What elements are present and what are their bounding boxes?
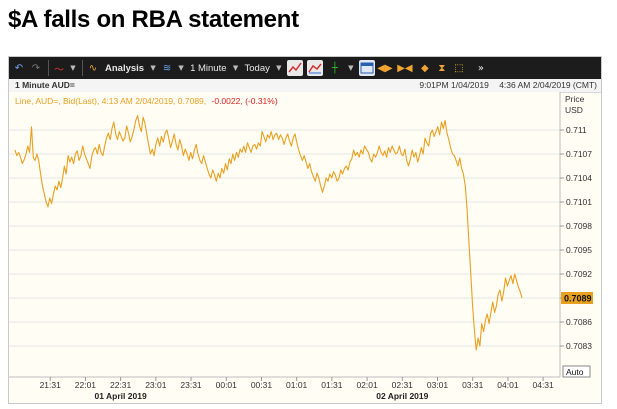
chevron-down-icon[interactable]: ▼ [70, 64, 76, 72]
x-tick-label: 02:01 [356, 380, 378, 390]
toolbar: ↶ ↷ 〜 ▼ ∿ Analysis ▼ ≋ ▼ 1 Minute ▼ Toda… [9, 57, 601, 79]
series-line-aud [14, 115, 523, 351]
y-tick-label: 0.7107 [566, 149, 592, 159]
window-icon[interactable] [358, 60, 375, 76]
y-tick-label: 0.7092 [566, 269, 592, 279]
analysis-icon[interactable]: ∿ [88, 62, 98, 74]
chart-plot[interactable]: Price USD Line, AUD=, Bid(Last), 4:13 AM… [9, 92, 601, 403]
expand-vertical-icon[interactable]: ◆ [421, 62, 429, 74]
auto-button[interactable] [562, 365, 591, 378]
chart-window: ↶ ↷ 〜 ▼ ∿ Analysis ▼ ≋ ▼ 1 Minute ▼ Toda… [8, 56, 602, 404]
last-value-badge: 0.7089 [561, 292, 593, 304]
y-tick-label: 0.7104 [566, 173, 592, 183]
y-tick-label: 0.711 [566, 125, 587, 135]
series-group [14, 115, 523, 351]
x-tick-label: 00:01 [216, 380, 238, 390]
x-tick-label: 02:31 [392, 380, 414, 390]
trend-chart-icon[interactable] [286, 60, 303, 76]
last-value-label: 0.7089 [564, 294, 592, 304]
y-ticks: 0.711 0.7107 0.7104 0.7101 0.7098 0.7095 0.709… [560, 125, 592, 351]
y-tick-label: 0.7098 [566, 221, 592, 231]
last-value-box [561, 292, 593, 304]
compress-vertical-icon[interactable]: ⧗ [438, 62, 446, 74]
range-start: 9:01PM 1/04/2019 [419, 80, 489, 90]
price-axis-label: Price [565, 94, 585, 104]
x-tick-label: 22:31 [110, 380, 132, 390]
y-tick-label: 0.7083 [566, 341, 592, 351]
x-tick-label: 23:31 [180, 380, 202, 390]
line-chart-icon[interactable]: 〜 [54, 64, 64, 76]
x-tick-label: 04:31 [532, 380, 554, 390]
more-icon[interactable]: » [477, 62, 484, 74]
instrument-label: 1 Minute AUD= [15, 80, 75, 90]
grid [9, 129, 560, 347]
range-info: 9:01PM 1/04/2019 4:36 AM 2/04/2019 (CMT) [411, 80, 597, 90]
crosshair-icon[interactable]: ┼ [331, 62, 338, 74]
y-tick-label: 0.7086 [566, 317, 592, 327]
interval-select[interactable]: 1 Minute [190, 62, 227, 74]
scroll-left-icon[interactable]: ◀▶ [377, 62, 393, 74]
chevron-down-icon[interactable]: ▼ [232, 64, 239, 72]
legend-series-desc: Line, AUD=, Bid(Last), 4:13 AM 2/04/2019… [15, 96, 206, 106]
chevron-down-icon[interactable]: ▼ [276, 64, 282, 72]
chevron-down-icon[interactable]: ▼ [150, 64, 156, 72]
x-tick-label: 03:01 [427, 380, 449, 390]
date-label: 02 April 2019 [376, 391, 428, 401]
legend-change: -0.0022, (-0.31%) [212, 96, 278, 106]
unit-axis-label: USD [565, 105, 583, 115]
chevron-down-icon[interactable]: ▼ [178, 64, 184, 72]
x-tick-label: 01:31 [321, 380, 343, 390]
x-tick-label: 01:01 [286, 380, 308, 390]
chevron-down-icon[interactable]: ▼ [348, 64, 354, 72]
x-tick-label: 04:01 [497, 380, 519, 390]
date-label: 01 April 2019 [95, 391, 147, 401]
headline: $A falls on RBA statement [8, 6, 299, 33]
auto-label[interactable]: Auto [566, 367, 584, 377]
window-glyph [360, 62, 374, 74]
toolbar-divider [48, 60, 49, 76]
undo-icon[interactable]: ↶ [14, 62, 24, 74]
info-bar: 1 Minute AUD= 9:01PM 1/04/2019 4:36 AM 2… [9, 79, 601, 93]
wave-icon[interactable]: ≋ [162, 62, 172, 74]
redo-icon[interactable]: ↷ [31, 62, 41, 74]
x-tick-label: 22:01 [75, 380, 97, 390]
x-ticks: 21:31 22:01 22:31 23:01 23:31 00:01 00:31 01:01… [40, 377, 554, 401]
y-tick-label: 0.7101 [566, 197, 592, 207]
annotation-icon[interactable]: ⬚ [454, 62, 464, 74]
range-end: 4:36 AM 2/04/2019 (CMT) [499, 80, 597, 90]
compare-chart-glyph [308, 63, 322, 74]
compare-chart-icon[interactable] [306, 60, 323, 76]
x-tick-label: 21:31 [40, 380, 62, 390]
toolbar-divider [82, 60, 83, 76]
legend-line: Line, AUD=, Bid(Last), 4:13 AM 2/04/2019… [15, 96, 278, 106]
y-tick-label: 0.7095 [566, 245, 592, 255]
trend-chart-glyph [288, 62, 302, 73]
range-select[interactable]: Today [244, 62, 270, 74]
x-tick-label: 23:01 [145, 380, 167, 390]
x-tick-label: 00:31 [251, 380, 273, 390]
analysis-button[interactable]: Analysis [105, 62, 145, 74]
x-tick-label: 03:31 [462, 380, 484, 390]
expand-horizontal-icon[interactable]: ▶◀ [397, 62, 413, 74]
plot-background [9, 92, 560, 403]
